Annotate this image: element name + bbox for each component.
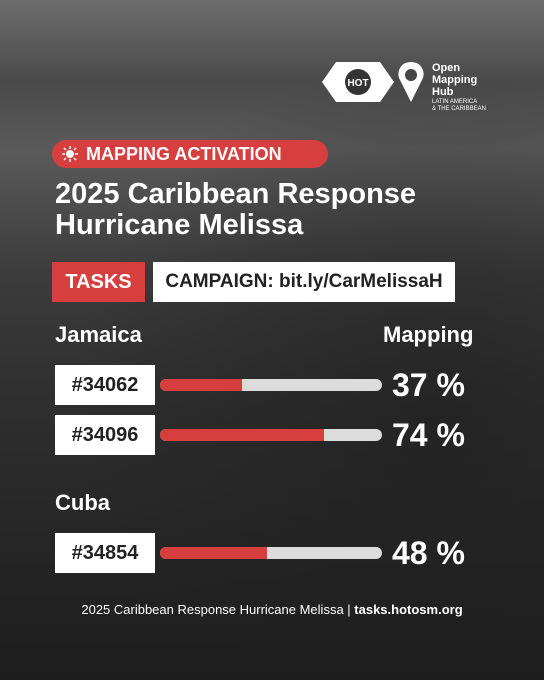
task-id: #34096: [55, 415, 155, 455]
badge-icon: [62, 146, 78, 162]
task-id: #34854: [55, 533, 155, 573]
progress-label: 48 %: [392, 535, 465, 571]
progress-label: 37 %: [392, 367, 465, 403]
hub-line: Open: [432, 62, 461, 74]
hub-line: Mapping: [432, 74, 478, 86]
progress-bar: [160, 547, 267, 559]
progress-label: 74 %: [392, 417, 465, 453]
hub-name: Open Mapping Hub: [432, 62, 477, 98]
hub-region: LATIN AMERICA & THE CARIBBEAN: [432, 99, 486, 113]
progress-bar: [160, 429, 325, 441]
group-name: Cuba: [55, 490, 110, 515]
progress-track: [160, 429, 382, 441]
progress-track: [160, 379, 382, 391]
badge: MAPPING ACTIVATION: [52, 140, 328, 168]
progress-bar: [160, 379, 243, 391]
title-line: 2025 Caribbean Response: [55, 178, 417, 210]
hub-pin: [398, 62, 424, 102]
hot-text: HOT: [347, 78, 368, 89]
footer-link[interactable]: tasks.hotosm.org: [354, 602, 463, 617]
campaign-link[interactable]: CAMPAIGN: bit.ly/CarMelissaH: [153, 262, 455, 302]
region-line: & THE CARIBBEAN: [432, 106, 486, 112]
badge-text: MAPPING ACTIVATION: [86, 144, 282, 164]
column-header: Mapping: [383, 322, 474, 347]
hub-line: Hub: [432, 86, 454, 98]
task-id: #34062: [55, 365, 155, 405]
region-line: LATIN AMERICA: [432, 99, 478, 105]
footer-text: 2025 Caribbean Response Hurricane Meliss…: [81, 602, 355, 617]
title-line: Hurricane Melissa: [55, 209, 304, 241]
hot-circle: [345, 69, 371, 95]
tasks-label: TASKS: [52, 262, 145, 302]
progress-track: [160, 547, 382, 559]
group-name: Jamaica: [55, 322, 142, 347]
footer: 2025 Caribbean Response Hurricane Meliss…: [0, 602, 544, 617]
hot-logo: HOT: [322, 62, 394, 102]
